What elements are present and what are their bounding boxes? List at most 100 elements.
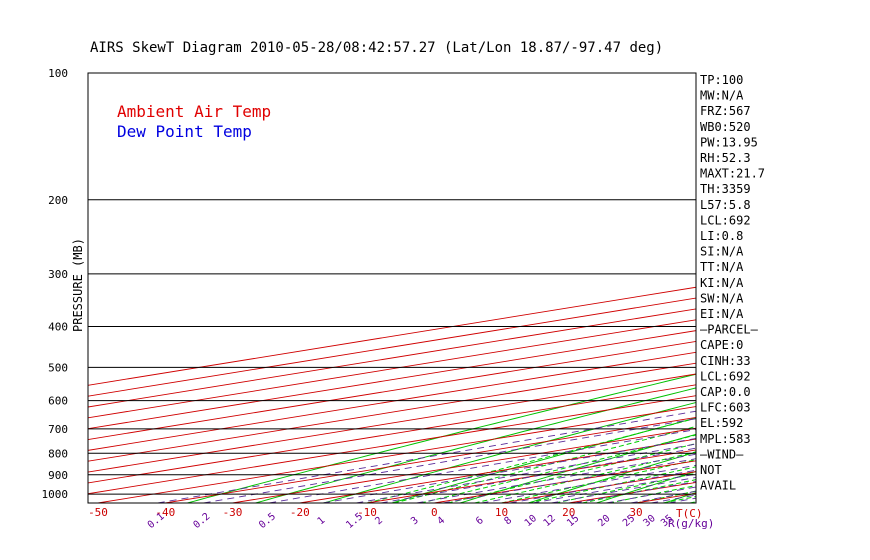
mixing-ratio-label: 10 [523, 513, 539, 529]
index-line: LCL:692 [700, 369, 751, 383]
bottom-temp-tick-label: 10 [495, 506, 508, 519]
dry-adiabat [323, 401, 696, 503]
index-line: EI:N/A [700, 307, 744, 321]
index-line: WB0:520 [700, 120, 751, 134]
index-line: LCL:692 [700, 213, 751, 227]
index-line: FRZ:567 [700, 104, 751, 118]
index-line: MAXT:21.7 [700, 167, 765, 181]
index-line: PW:13.95 [700, 135, 758, 149]
isotherm [88, 341, 696, 440]
pressure-tick-label: 700 [48, 423, 68, 436]
legend-dew-point: Dew Point Temp [117, 122, 252, 141]
isotherm [88, 384, 696, 484]
legend-air-temp: Ambient Air Temp [117, 102, 271, 121]
pressure-tick-label: 500 [48, 361, 68, 374]
moist-adiabat [366, 417, 696, 503]
moist-adiabat [662, 496, 696, 503]
mixing-ratio-line [203, 418, 696, 503]
isotherm [88, 373, 696, 473]
y-axis-label: PRESSURE (MB) [71, 238, 85, 332]
dry-adiabat [801, 73, 870, 503]
mixing-ratio-label: 3 [409, 515, 421, 527]
index-line: –WIND– [700, 447, 744, 461]
series-line-0 [770, 73, 870, 453]
pressure-tick-label: 100 [48, 67, 68, 80]
mixing-ratio-label: 12 [542, 513, 558, 529]
mixing-ratio-label: 2 [373, 515, 385, 527]
index-line: LFC:603 [700, 401, 751, 415]
pressure-tick-label: 1000 [42, 488, 69, 501]
index-line: SW:N/A [700, 291, 744, 305]
index-line: L57:5.8 [700, 198, 751, 212]
plot-frame [87, 72, 697, 504]
chart-title: AIRS SkewT Diagram 2010-05-28/08:42:57.2… [90, 40, 663, 56]
series-line-2 [763, 147, 870, 453]
mixing-ratio-line [442, 458, 696, 503]
dry-adiabat [459, 433, 696, 503]
index-line: NOT [700, 463, 722, 477]
mixing-ratio-label: 6 [474, 515, 486, 527]
pressure-tick-labels: 100 200 300 400 500 600 700 800 900 1000 [42, 67, 69, 501]
mixing-ratio-line [651, 494, 696, 503]
bottom-temp-tick-label: 20 [562, 506, 575, 519]
bottom-temp-tick-label: -10 [357, 506, 377, 519]
mixing-ratio-line [416, 453, 696, 503]
mixing-ratio-line [481, 464, 696, 503]
mixing-ratio-label: 0.5 [257, 511, 278, 531]
index-line: TT:N/A [700, 260, 744, 274]
pressure-tick-label: 200 [48, 194, 68, 207]
moist-adiabat [501, 459, 696, 503]
moist-adiabat [447, 443, 696, 503]
index-line: CINH:33 [700, 354, 751, 368]
index-line: KI:N/A [700, 276, 744, 290]
isotherm [165, 416, 696, 503]
isotherm [232, 427, 696, 503]
index-line: SI:N/A [700, 245, 744, 259]
isotherm [299, 438, 696, 503]
isotherm [88, 286, 696, 386]
index-line: AVAIL [700, 479, 736, 493]
bottom-temp-tick-label: -20 [290, 506, 310, 519]
mixing-ratio-line [269, 429, 696, 503]
index-line: EL:592 [700, 416, 743, 430]
mixing-ratio-line [322, 438, 696, 503]
pressure-tick-label: 400 [48, 321, 68, 334]
mixing-ratio-label: 30 [641, 513, 657, 529]
index-line: CAP:0.0 [700, 385, 751, 399]
bottom-temp-tick-label: -40 [155, 506, 175, 519]
pressure-tick-label: 900 [48, 469, 68, 482]
index-line: MW:N/A [700, 89, 744, 103]
bottom-temp-tick-label: -50 [88, 506, 108, 519]
isotherm [88, 395, 696, 495]
pressure-tick-label: 300 [48, 268, 68, 281]
dry-adiabat [596, 470, 696, 503]
dry-adiabat [528, 451, 696, 503]
mixing-ratio-line [380, 447, 696, 503]
x-axis-unit: T(C) [676, 507, 703, 520]
mixing-ratio-label: 20 [596, 513, 612, 529]
bottom-temp-tick-label: -30 [223, 506, 243, 519]
index-line: CAPE:0 [700, 338, 743, 352]
grid-layer [88, 73, 870, 503]
pressure-tick-label: 600 [48, 395, 68, 408]
isotherm [97, 406, 696, 503]
mixing-ratio-label: 1 [316, 515, 328, 527]
mixing-ratio-label: 4 [435, 515, 447, 527]
bottom-temp-tick-label: 30 [629, 506, 642, 519]
mixing-ratio-label: 0.2 [192, 511, 213, 531]
isotherm [88, 351, 696, 451]
dry-adiabat [255, 387, 696, 503]
bottom-temp-tick-labels: -50 -40 -30 -20 -10 0 10 20 30 [88, 506, 643, 519]
moist-adiabat [555, 472, 696, 503]
mixing-ratio-label: 8 [502, 515, 514, 527]
index-line: RH:52.3 [700, 151, 751, 165]
index-line: TP:100 [700, 73, 743, 87]
bottom-temp-tick-label: 0 [431, 506, 438, 519]
mixing-ratio-line [668, 497, 696, 503]
index-line: –PARCEL– [700, 323, 759, 337]
mixing-ratio-line [356, 443, 696, 503]
mixing-ratio-unit: R(g/kg) [668, 517, 714, 530]
index-line: TH:3359 [700, 182, 751, 196]
